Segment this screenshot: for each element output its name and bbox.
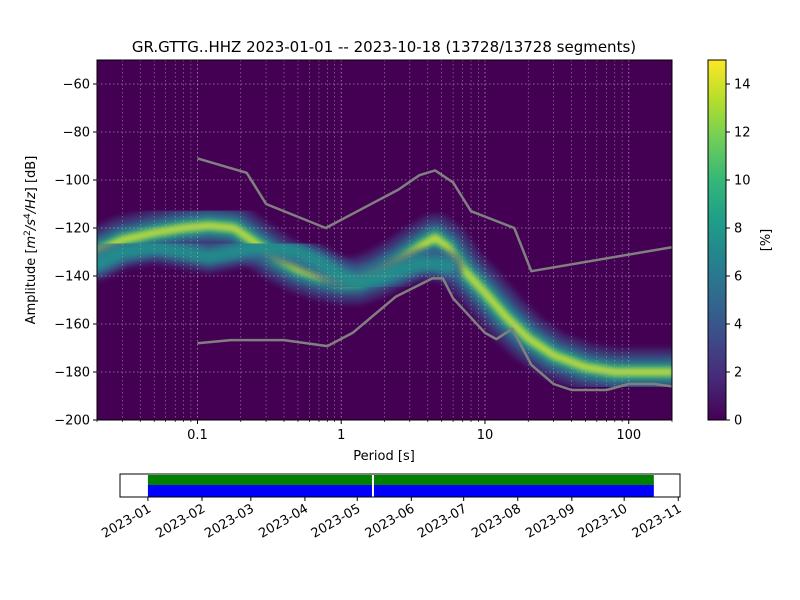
colorbar-gradient [707, 59, 727, 421]
colorbar-tick-label: 8 [734, 222, 742, 237]
colorbar-label: [%] [759, 229, 774, 252]
chart-title: GR.GTTG..HHZ 2023-01-01 -- 2023-10-18 (1… [132, 38, 636, 56]
colorbar-tick-label: 2 [734, 366, 742, 381]
noise-model-curves [197, 157, 672, 392]
coverage-bar-bottom [147, 485, 654, 497]
coverage-frame [119, 473, 681, 498]
x-tick-label: 10 [477, 428, 494, 443]
y-tick-label: −140 [54, 270, 90, 285]
y-tick-label: −60 [63, 78, 90, 93]
date-tick-label: 2023-11 [630, 501, 685, 541]
colorbar: 0 2 4 6 8 10 12 14 [%] [707, 59, 774, 429]
date-tick-label: 2023-04 [256, 501, 311, 541]
colorbar-tick-label: 14 [734, 78, 751, 93]
x-tick-label: 1 [337, 428, 345, 443]
low-noise-model-line [197, 277, 672, 392]
colorbar-tick-label: 6 [734, 270, 742, 285]
y-axis-label: Amplitude [m2/s4/Hz] [dB] [23, 156, 39, 325]
date-tick-label: 2023-10 [576, 501, 631, 541]
y-tick-label: −160 [54, 318, 90, 333]
y-tick-label: −200 [54, 414, 90, 429]
coverage-gap [371, 475, 374, 497]
coverage-bar-top [147, 475, 654, 485]
date-tick-label: 2023-07 [415, 501, 470, 541]
y-label-unit-m: m [24, 236, 39, 249]
colorbar-tick-label: 10 [734, 174, 751, 189]
y-label-slash2: /Hz [24, 191, 39, 214]
y-tick-label: −180 [54, 366, 90, 381]
date-tick-label: 2023-05 [309, 501, 364, 541]
coverage-bars [147, 475, 654, 497]
psd-plot-area [96, 59, 673, 421]
x-axis: 0.1 1 10 100 [96, 420, 673, 443]
y-axis: −60 −80 −100 −120 −140 −160 −180 −200 [54, 78, 97, 429]
date-tick-label: 2023-09 [523, 501, 578, 541]
date-tick-label: 2023-02 [153, 501, 208, 541]
y-label-exp2: 2 [23, 230, 33, 236]
y-label-slash1: /s [24, 219, 39, 231]
y-label-exp4: 4 [23, 213, 33, 219]
date-tick-label: 2023-06 [363, 501, 418, 541]
colorbar-tick-label: 12 [734, 126, 751, 141]
x-tick-label: 100 [616, 428, 641, 443]
y-label-prefix: Amplitude [ [24, 248, 39, 324]
colorbar-tick-label: 0 [734, 414, 742, 429]
date-tick-label: 2023-03 [202, 501, 257, 541]
y-tick-label: −80 [63, 126, 90, 141]
x-tick-label: 0.1 [187, 428, 208, 443]
colorbar-ticks: 0 2 4 6 8 10 12 14 [726, 78, 751, 429]
high-noise-model-line [197, 157, 672, 273]
y-label-suffix: ] [dB] [24, 156, 39, 193]
x-axis-label: Period [s] [353, 449, 415, 464]
y-tick-label: −120 [54, 222, 90, 237]
date-tick-label: 2023-01 [99, 501, 154, 541]
date-tick-label: 2023-08 [469, 501, 524, 541]
colorbar-tick-label: 4 [734, 318, 742, 333]
y-tick-label: −100 [54, 174, 90, 189]
